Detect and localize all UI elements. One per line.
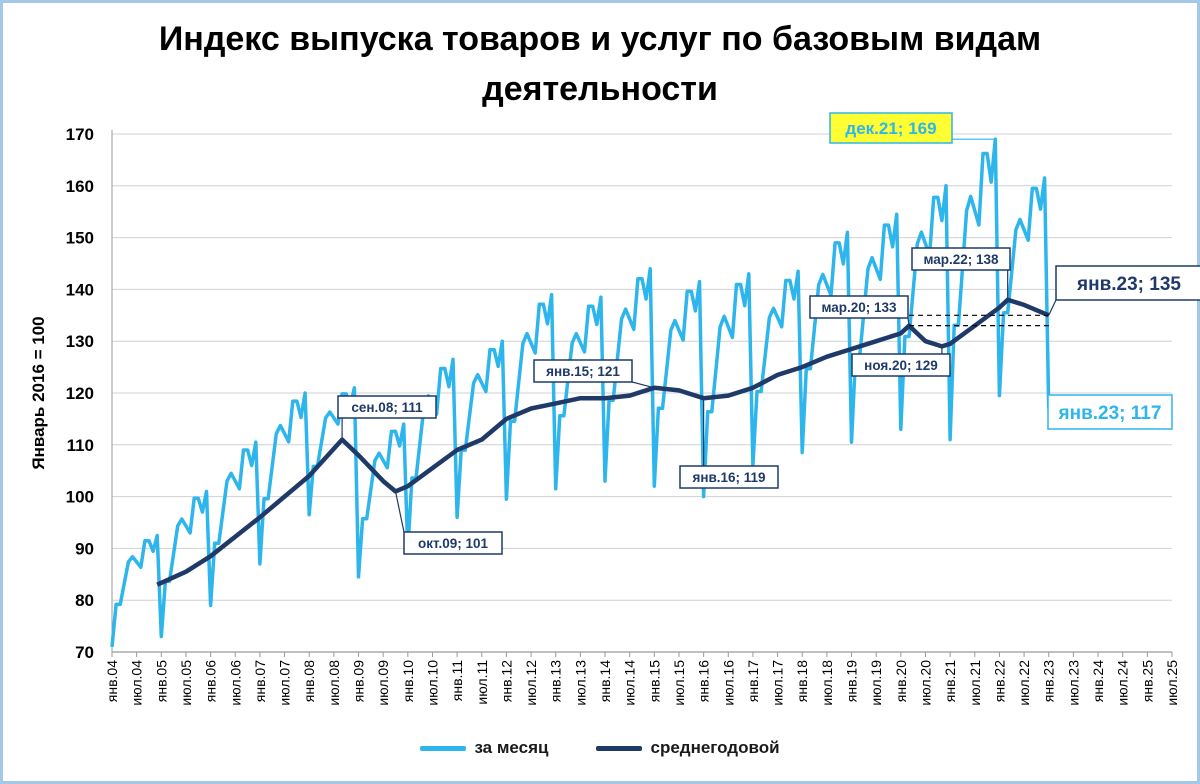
annotation-label: мар.20; 133 — [821, 300, 897, 315]
x-tick-label: июл.18 — [819, 660, 835, 706]
annotation-box — [851, 353, 951, 377]
x-tick-label: янв.13 — [548, 660, 564, 702]
legend-item-monthly: за месяц — [420, 738, 548, 758]
x-tick-label: янв.11 — [449, 660, 465, 701]
x-tick-label: июл.14 — [622, 660, 638, 706]
x-tick-label: янв.23 — [1041, 660, 1057, 702]
annotation-box — [911, 247, 1011, 271]
y-tick-label: 150 — [66, 229, 94, 248]
x-tick-label: янв.04 — [104, 660, 120, 702]
x-tick-label: янв.18 — [794, 660, 810, 702]
legend-label-annual: среднегодовой — [650, 738, 780, 757]
annotation-label: янв.16; 119 — [692, 470, 765, 485]
annotation-box — [403, 531, 503, 555]
y-tick-label: 160 — [66, 177, 94, 196]
x-tick-label: янв.07 — [252, 660, 268, 702]
x-tick-label: июл.09 — [375, 660, 391, 706]
annotation-leader — [1048, 299, 1057, 316]
x-tick-label: янв.12 — [498, 660, 514, 702]
legend-swatch-monthly — [420, 745, 467, 751]
x-tick-label: июл.05 — [178, 660, 194, 706]
x-tick-label: июл.13 — [572, 660, 588, 706]
annotation-label: окт.09; 101 — [418, 536, 488, 551]
x-tick-label: июл.17 — [770, 660, 786, 706]
x-tick-label: янв.10 — [400, 660, 416, 702]
y-tick-label: 120 — [66, 384, 94, 403]
x-tick-label: янв.17 — [745, 660, 761, 702]
annotation-leader — [907, 317, 910, 326]
x-tick-label: июл.10 — [424, 660, 440, 706]
annotation-box — [809, 295, 909, 319]
annotation-leader — [631, 381, 655, 389]
annotation-box — [679, 465, 779, 489]
series-line-monthly — [110, 137, 1051, 647]
annotation-label: янв.23; 117 — [1058, 403, 1162, 424]
x-tick-label: июл.12 — [523, 660, 539, 706]
annotation-leader — [394, 491, 405, 533]
x-tick-label: янв.06 — [203, 660, 219, 702]
annotation-label: дек.21; 169 — [845, 119, 936, 138]
annotation-box — [533, 359, 633, 383]
x-tick-label: янв.16 — [696, 660, 712, 702]
y-tick-label: 80 — [75, 591, 94, 610]
x-tick-label: янв.24 — [1090, 660, 1106, 702]
x-tick-label: янв.15 — [646, 660, 662, 702]
x-tick-label: янв.25 — [1139, 660, 1155, 702]
x-tick-label: июл.22 — [1016, 660, 1032, 706]
x-tick-label: янв.19 — [844, 660, 860, 702]
y-tick-label: 170 — [66, 125, 94, 144]
x-tick-label: июл.25 — [1164, 660, 1180, 706]
y-tick-label: 130 — [66, 332, 94, 351]
x-tick-label: июл.19 — [868, 660, 884, 706]
x-tick-label: янв.21 — [942, 660, 958, 702]
legend-swatch-annual — [596, 745, 643, 751]
annotation-box — [1055, 265, 1200, 301]
x-tick-label: янв.20 — [893, 660, 909, 702]
x-tick-label: июл.11 — [474, 660, 490, 705]
x-tick-label: янв.09 — [351, 660, 367, 702]
x-tick-label: июл.06 — [227, 660, 243, 706]
y-axis-label: Январь 2016 = 100 — [29, 316, 48, 469]
x-tick-label: июл.15 — [671, 660, 687, 706]
x-tick-label: июл.16 — [720, 660, 736, 706]
annotation-box — [829, 112, 953, 144]
x-tick-label: янв.22 — [991, 660, 1007, 702]
legend: за месяц среднегодовой — [0, 738, 1200, 758]
annotation-label: янв.15; 121 — [546, 364, 620, 379]
y-tick-label: 90 — [75, 539, 94, 558]
x-tick-label: июл.24 — [1115, 660, 1131, 706]
legend-item-annual: среднегодовой — [596, 738, 780, 758]
chart-title: Индекс выпуска товаров и услуг по базовы… — [158, 20, 1042, 108]
annotation-box — [1047, 394, 1173, 430]
annotation-label: ноя.20; 129 — [864, 358, 938, 373]
y-tick-label: 140 — [66, 280, 94, 299]
x-tick-label: янв.14 — [597, 660, 613, 702]
annotation-label: сен.08; 111 — [351, 400, 423, 415]
legend-label-monthly: за месяц — [474, 738, 549, 757]
x-tick-label: янв.05 — [153, 660, 169, 702]
x-tick-label: июл.21 — [967, 660, 983, 706]
x-tick-label: июл.04 — [129, 660, 145, 706]
x-tick-label: июл.23 — [1065, 660, 1081, 706]
annotation-box — [337, 395, 437, 419]
y-tick-label: 110 — [67, 436, 94, 455]
annotation-label: янв.23; 135 — [1076, 274, 1181, 295]
y-tick-label: 100 — [66, 488, 94, 507]
x-tick-label: июл.08 — [326, 660, 342, 706]
annotation-label: мар.22; 138 — [923, 252, 999, 267]
y-tick-label: 70 — [75, 643, 94, 662]
x-tick-label: янв.08 — [301, 660, 317, 702]
x-tick-label: июл.07 — [277, 660, 293, 706]
x-tick-label: июл.20 — [917, 660, 933, 706]
